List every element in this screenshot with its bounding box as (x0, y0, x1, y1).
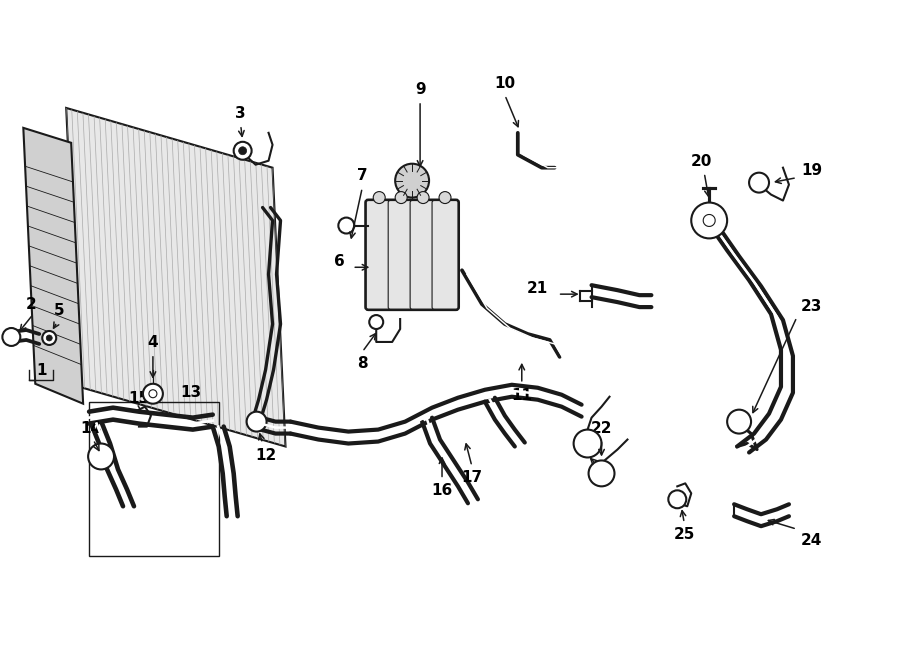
Polygon shape (67, 108, 285, 446)
Circle shape (3, 328, 21, 346)
Text: 16: 16 (431, 483, 453, 498)
Circle shape (234, 142, 252, 160)
Circle shape (669, 491, 687, 508)
Text: 3: 3 (235, 106, 246, 121)
Text: 4: 4 (148, 335, 158, 350)
Text: 10: 10 (494, 76, 516, 91)
Circle shape (395, 191, 407, 203)
Circle shape (589, 461, 615, 487)
Circle shape (143, 384, 163, 404)
Text: 13: 13 (180, 385, 202, 400)
Text: 21: 21 (526, 281, 548, 296)
Circle shape (395, 164, 429, 197)
Circle shape (691, 203, 727, 238)
Text: 2: 2 (26, 297, 37, 312)
Text: 17: 17 (462, 471, 482, 485)
FancyBboxPatch shape (432, 201, 458, 309)
Bar (89, 402, 219, 556)
Text: 19: 19 (801, 163, 822, 177)
Text: 25: 25 (673, 527, 695, 542)
Text: 8: 8 (357, 356, 367, 371)
Circle shape (727, 410, 752, 434)
Polygon shape (23, 128, 83, 404)
Circle shape (749, 173, 769, 193)
Circle shape (238, 147, 247, 155)
Text: 6: 6 (334, 254, 345, 269)
Text: 11: 11 (511, 388, 532, 402)
Text: 14: 14 (80, 420, 102, 436)
FancyBboxPatch shape (388, 201, 414, 309)
Circle shape (247, 412, 266, 432)
Circle shape (439, 191, 451, 203)
Text: 12: 12 (255, 448, 276, 463)
FancyBboxPatch shape (366, 201, 392, 309)
Text: 23: 23 (801, 299, 823, 314)
Circle shape (46, 335, 52, 341)
FancyBboxPatch shape (410, 201, 436, 309)
Text: 18: 18 (587, 467, 608, 483)
Text: 24: 24 (801, 533, 823, 548)
Circle shape (417, 191, 429, 203)
Text: 5: 5 (54, 303, 65, 318)
Text: 15: 15 (129, 391, 149, 406)
Text: 9: 9 (415, 82, 426, 97)
Circle shape (374, 191, 385, 203)
Text: 7: 7 (357, 167, 367, 183)
Circle shape (573, 430, 601, 457)
Text: 1: 1 (36, 363, 47, 378)
Circle shape (369, 315, 383, 329)
Circle shape (42, 331, 56, 345)
Circle shape (88, 444, 114, 469)
Circle shape (338, 218, 355, 234)
Text: 22: 22 (590, 420, 612, 436)
Text: 20: 20 (690, 154, 712, 169)
